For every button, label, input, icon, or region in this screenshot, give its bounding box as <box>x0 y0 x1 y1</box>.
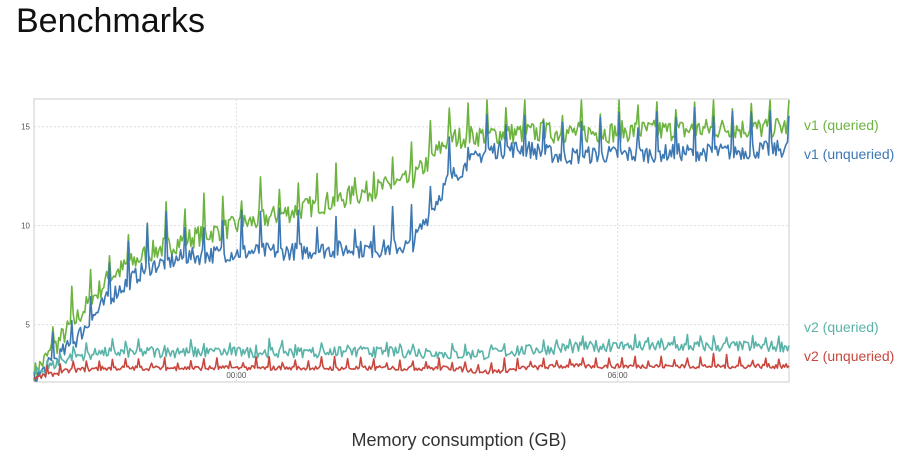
x-tick-label: 00:00 <box>226 371 247 380</box>
series-line <box>33 99 790 382</box>
series-line <box>33 333 790 375</box>
y-tick-label: 15 <box>21 123 30 132</box>
series-line <box>33 106 790 382</box>
y-tick-label: 5 <box>26 321 31 330</box>
legend-label: v1 (unqueried) <box>804 146 894 162</box>
legend-label: v1 (queried) <box>804 117 879 133</box>
legend: v1 (queried) v1 (unqueried) v2 (queried) v2… <box>804 117 894 364</box>
chart-caption: Memory consumption (GB) <box>351 430 567 450</box>
legend-label: v2 (queried) <box>804 319 879 335</box>
memory-chart: 5 10 15 00:00 06:00 v1 (queried) v1 (unqueri… <box>21 98 894 383</box>
x-tick-label: 06:00 <box>608 371 629 380</box>
page-title: Benchmarks <box>16 2 205 40</box>
series-lines <box>33 99 790 382</box>
x-axis: 00:00 06:00 <box>226 371 628 380</box>
series-line <box>33 352 790 380</box>
legend-label: v2 (unqueried) <box>804 348 894 364</box>
y-axis: 5 10 15 <box>21 123 30 330</box>
y-tick-label: 10 <box>21 222 30 231</box>
